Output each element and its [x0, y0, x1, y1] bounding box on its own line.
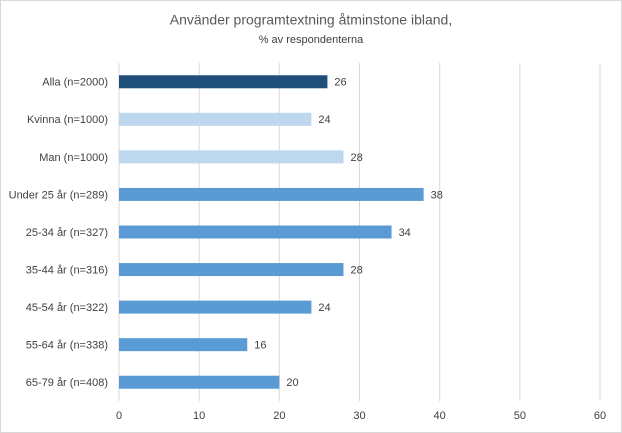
- bar: [119, 150, 344, 164]
- bar: [119, 225, 392, 239]
- x-tick-label: 20: [273, 410, 285, 422]
- data-label: 34: [399, 227, 411, 239]
- x-tick-label: 60: [594, 410, 606, 422]
- y-tick-label: Kvinna (n=1000): [27, 114, 108, 126]
- data-label: 28: [350, 152, 362, 164]
- bar: [119, 338, 248, 352]
- x-tick-label: 0: [116, 410, 122, 422]
- data-label: 26: [334, 77, 346, 89]
- y-tick-label: Man (n=1000): [39, 152, 108, 164]
- y-tick-label: 45-54 år (n=322): [26, 302, 108, 314]
- bar: [119, 112, 312, 126]
- y-tick-label: 55-64 år (n=338): [26, 340, 108, 352]
- y-tick-label: Under 25 år (n=289): [9, 189, 108, 201]
- chart-subtitle: % av respondenterna: [259, 34, 364, 46]
- data-label: 28: [350, 264, 362, 276]
- x-tick-label: 40: [434, 410, 446, 422]
- bar: [119, 375, 280, 389]
- x-tick-label: 30: [353, 410, 365, 422]
- y-tick-label: 25-34 år (n=327): [26, 227, 108, 239]
- data-label: 24: [318, 114, 330, 126]
- data-label: 16: [254, 340, 266, 352]
- data-label: 20: [286, 377, 298, 389]
- bar: [119, 75, 328, 89]
- data-label: 38: [431, 189, 443, 201]
- y-tick-label: 35-44 år (n=316): [26, 264, 108, 276]
- data-label: 24: [318, 302, 330, 314]
- chart-title: Använder programtextning åtminstone ibla…: [170, 12, 453, 28]
- bar: [119, 187, 424, 201]
- y-tick-label: Alla (n=2000): [42, 77, 108, 89]
- bar: [119, 263, 344, 277]
- x-tick-label: 50: [514, 410, 526, 422]
- y-tick-label: 65-79 år (n=408): [26, 377, 108, 389]
- x-tick-label: 10: [193, 410, 205, 422]
- bar: [119, 300, 312, 314]
